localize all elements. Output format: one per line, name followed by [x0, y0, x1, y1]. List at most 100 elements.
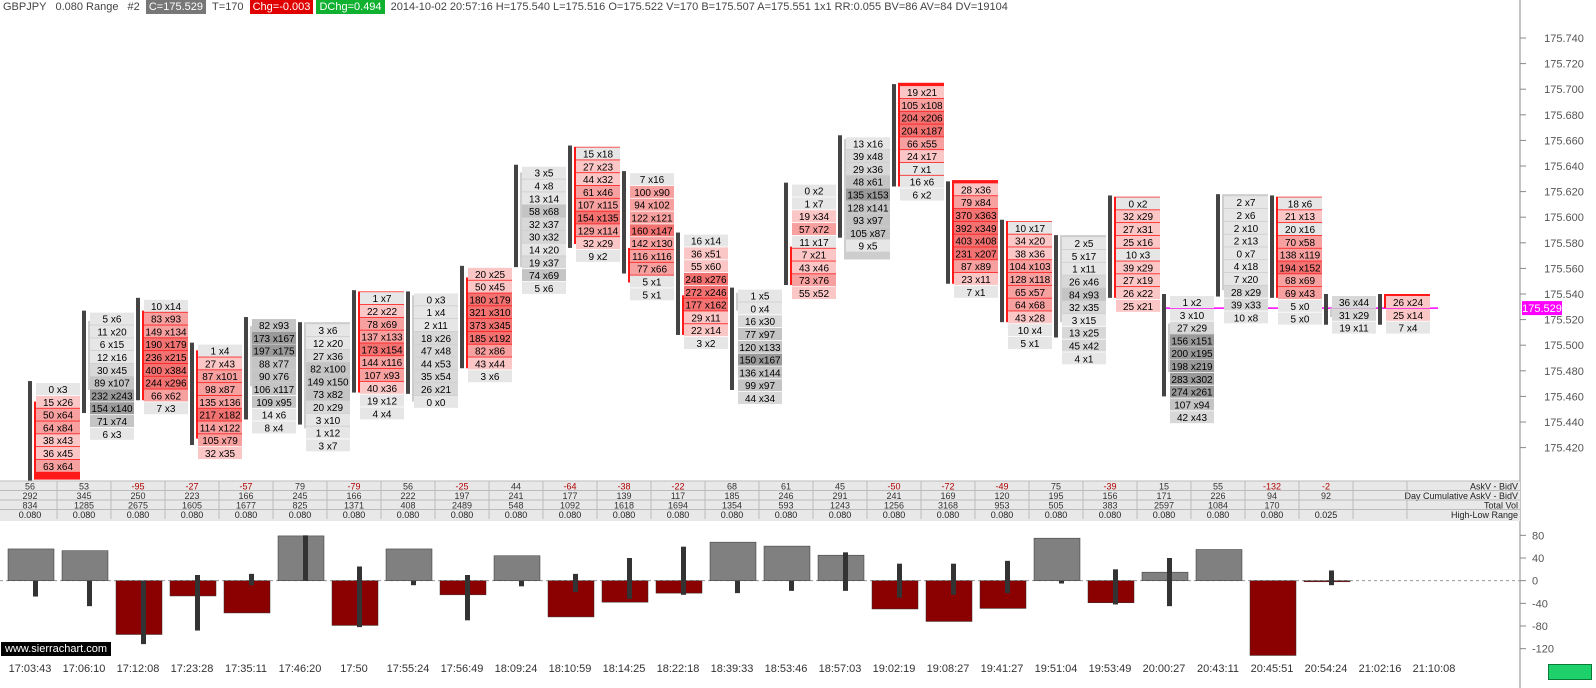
footprint-cell: [36, 421, 80, 434]
price-tick-label: 175.500: [1544, 340, 1584, 352]
study-cell: 0.080: [73, 510, 96, 520]
footprint-cell-text: 7 x4: [1399, 324, 1418, 335]
footprint-cell: [144, 363, 188, 376]
footprint-cell: [306, 439, 350, 452]
footprint-cell: [630, 237, 674, 250]
footprint-cell-text: 2 x5: [1075, 239, 1094, 250]
study-cell: 75: [1051, 482, 1061, 492]
current-price-badge: [1522, 301, 1562, 316]
footprint-cell-text: 66 x62: [151, 391, 181, 402]
footprint-cell: [1278, 223, 1322, 236]
footprint-cell-text: 217 x182: [199, 411, 241, 422]
footprint-cell-text: 9 x2: [589, 252, 608, 263]
footprint-cell: [360, 317, 404, 330]
footprint-cell-text: 244 x296: [145, 379, 187, 390]
footprint-cell: [954, 221, 998, 234]
footprint-cell: [576, 237, 620, 250]
footprint-cell-text: 48 x61: [853, 178, 883, 189]
study-cell: 0.080: [721, 510, 744, 520]
study-cell: 185: [724, 491, 739, 501]
footprint-cell: [954, 196, 998, 209]
footprint-cell-text: 27 x43: [205, 359, 235, 370]
footprint-cell-text: 105 x87: [850, 229, 886, 240]
study-cell: 0.080: [1099, 510, 1122, 520]
footprint-cell-text: 10 x3: [1126, 251, 1151, 262]
footprint-cell-text: 4 x18: [1234, 262, 1259, 273]
footprint-cell-text: 28 x29: [1231, 288, 1261, 299]
footprint-cell-text: 137 x133: [361, 333, 403, 344]
footprint-cell-text: 1 x4: [211, 347, 230, 358]
footprint-cell: [792, 274, 836, 287]
footprint-cell-text: 231 x207: [955, 249, 997, 260]
footprint-cell-text: 0 x2: [1129, 199, 1148, 210]
study-cell: 0.080: [829, 510, 852, 520]
footprint-cell-text: 5 x1: [643, 290, 662, 301]
footprint-cell-text: 19 x11: [1339, 324, 1369, 335]
footprint-cell-text: 154 x140: [91, 404, 133, 415]
footprint-cell-text: 42 x43: [1177, 413, 1207, 424]
study-cell: 1243: [830, 501, 850, 511]
footprint-cell-text: 84 x93: [1069, 290, 1099, 301]
footprint-cell: [414, 331, 458, 344]
footprint-cell-text: 22 x14: [691, 326, 721, 337]
footprint-cell-text: 274 x261: [1171, 388, 1213, 399]
footprint-cell-text: 20 x25: [475, 270, 505, 281]
study-cell: 0.080: [451, 510, 474, 520]
footprint-cell: [36, 383, 80, 396]
study-cell: 0.025: [1315, 510, 1338, 520]
study-cell: 166: [346, 491, 361, 501]
footprint-cell: [306, 375, 350, 388]
study-cell: 156: [1102, 491, 1117, 501]
footprint-cell-text: 30 x32: [529, 233, 559, 244]
chart-header: GBPJPY 0.080 Range #2 C=175.529 T=170 Ch…: [0, 0, 1011, 14]
footprint-cell-text: 0 x3: [427, 295, 446, 306]
bar-wick: [1378, 294, 1382, 325]
delta-range-bar: [897, 563, 902, 598]
footprint-cell-text: 105 x108: [901, 101, 943, 112]
price-tick-label: 175.480: [1544, 366, 1584, 378]
daily-change-badge: DChg=0.494: [316, 0, 385, 14]
volume-tick-label: -80: [1532, 621, 1548, 633]
footprint-cell-text: 14 x6: [262, 411, 287, 422]
footprint-cell-text: 136 x144: [739, 368, 781, 379]
delta-bar: [1249, 580, 1297, 656]
price-tick-label: 175.700: [1544, 84, 1584, 96]
footprint-cell-text: 5 x1: [643, 278, 662, 289]
study-cell: 245: [292, 491, 307, 501]
footprint-cell-text: 3 x15: [1072, 316, 1097, 327]
footprint-cell-text: 88 x77: [259, 359, 289, 370]
study-cell: 0.080: [667, 510, 690, 520]
study-cell: 825: [292, 501, 307, 511]
footprint-cell: [306, 400, 350, 413]
footprint-cell-text: 7 x21: [802, 251, 827, 262]
delta-bar: [1141, 571, 1189, 581]
footprint-cell: [468, 267, 512, 280]
delta-range-bar: [1005, 560, 1010, 594]
price-tick-label: 175.680: [1544, 110, 1584, 122]
footprint-cell: [1170, 372, 1214, 385]
footprint-bar: 28 x36 79 x84 370 x363 392 x349 403 x408231 …: [946, 180, 998, 299]
study-cell: 1618: [614, 501, 634, 511]
footprint-cell: [252, 395, 296, 408]
footprint-cell: [792, 235, 836, 248]
footprint-cell: [1062, 313, 1106, 326]
study-cell: 139: [616, 491, 631, 501]
footprint-cell: [252, 344, 296, 357]
time-label: 17:35:11: [225, 663, 267, 675]
delta-range-bar: [1113, 569, 1118, 605]
footprint-cell: [630, 288, 674, 301]
study-cell: 171: [1156, 491, 1171, 501]
footprint-cell-text: 65 x57: [1015, 288, 1045, 299]
delta-range-bar: [735, 580, 740, 594]
delta-bar: [61, 550, 109, 581]
footprint-cell: [1062, 352, 1106, 365]
study-cell: 222: [400, 491, 415, 501]
footprint-cell: [846, 175, 890, 188]
study-cell: 56: [403, 482, 413, 492]
footprint-cell: [954, 260, 998, 273]
study-cell: 44: [511, 482, 521, 492]
footprint-cell: [684, 272, 728, 285]
delta-bar: [1087, 580, 1135, 604]
